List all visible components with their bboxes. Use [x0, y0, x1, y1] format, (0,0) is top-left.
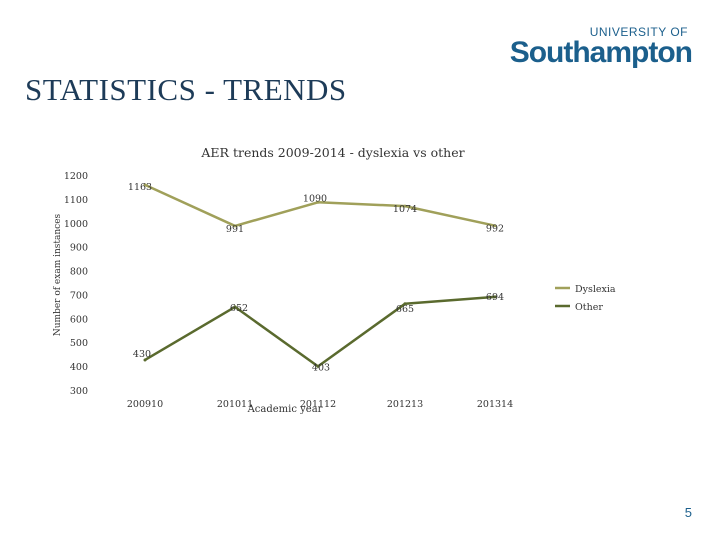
y-tick-label: 1200	[64, 171, 88, 182]
data-labels: 1163 991 1090 1074 992 430 652 403 665 694	[128, 182, 504, 374]
y-tick-label: 900	[70, 243, 88, 254]
logo-line-1: UNIVERSITY OF	[589, 25, 688, 39]
data-label: 430	[133, 349, 151, 360]
x-tick-label: 201314	[477, 399, 513, 410]
page-number: 5	[684, 505, 692, 520]
university-logo: UNIVERSITY OF Southampton	[509, 25, 693, 69]
slide-title: STATISTICS - TRENDS	[25, 72, 347, 107]
y-tick-label: 300	[70, 386, 88, 397]
series-line-dyslexia	[144, 183, 496, 228]
y-tick-label: 600	[70, 314, 88, 325]
logo-line-2: Southampton	[509, 36, 693, 69]
data-point	[403, 302, 407, 306]
y-tick-label: 800	[70, 267, 88, 278]
data-label: 403	[312, 362, 330, 373]
y-tick-label: 1000	[64, 219, 88, 230]
y-tick-label: 500	[70, 338, 88, 349]
data-label: 992	[486, 224, 504, 235]
y-tick-label: 400	[70, 362, 88, 373]
legend-label: Other	[575, 302, 603, 313]
x-axis-label: Academic year	[247, 404, 323, 415]
data-label: 1074	[393, 204, 417, 215]
data-point	[403, 204, 407, 208]
data-label: 991	[226, 224, 244, 235]
data-point	[143, 358, 147, 362]
chart-title: AER trends 2009-2014 - dyslexia vs other	[200, 145, 464, 160]
y-axis-ticks: 300 400 500 600 700 800 900 1000 1100 1200	[64, 171, 88, 397]
data-point	[316, 364, 320, 368]
data-label: 665	[396, 304, 414, 315]
x-tick-label: 201112	[300, 399, 336, 410]
x-tick-label: 201011	[217, 399, 253, 410]
legend: Dyslexia Other	[555, 284, 616, 313]
legend-label: Dyslexia	[575, 284, 616, 295]
data-point	[143, 183, 147, 187]
y-tick-label: 1100	[64, 195, 88, 206]
data-point	[233, 305, 237, 309]
data-label: 652	[230, 303, 248, 314]
x-tick-label: 201213	[387, 399, 423, 410]
series-line-other	[144, 295, 496, 368]
data-point	[233, 224, 237, 228]
data-label: 694	[486, 292, 504, 303]
data-label: 1090	[303, 193, 327, 204]
y-axis-label: Number of exam instances	[53, 213, 63, 336]
x-axis-ticks: 200910 201011 201112 201213 201314	[127, 399, 513, 410]
data-point	[316, 200, 320, 204]
y-tick-label: 700	[70, 290, 88, 301]
data-point	[493, 224, 497, 228]
data-point	[493, 295, 497, 299]
x-tick-label: 200910	[127, 399, 163, 410]
series-lines	[143, 183, 497, 368]
data-label: 1163	[128, 182, 152, 193]
